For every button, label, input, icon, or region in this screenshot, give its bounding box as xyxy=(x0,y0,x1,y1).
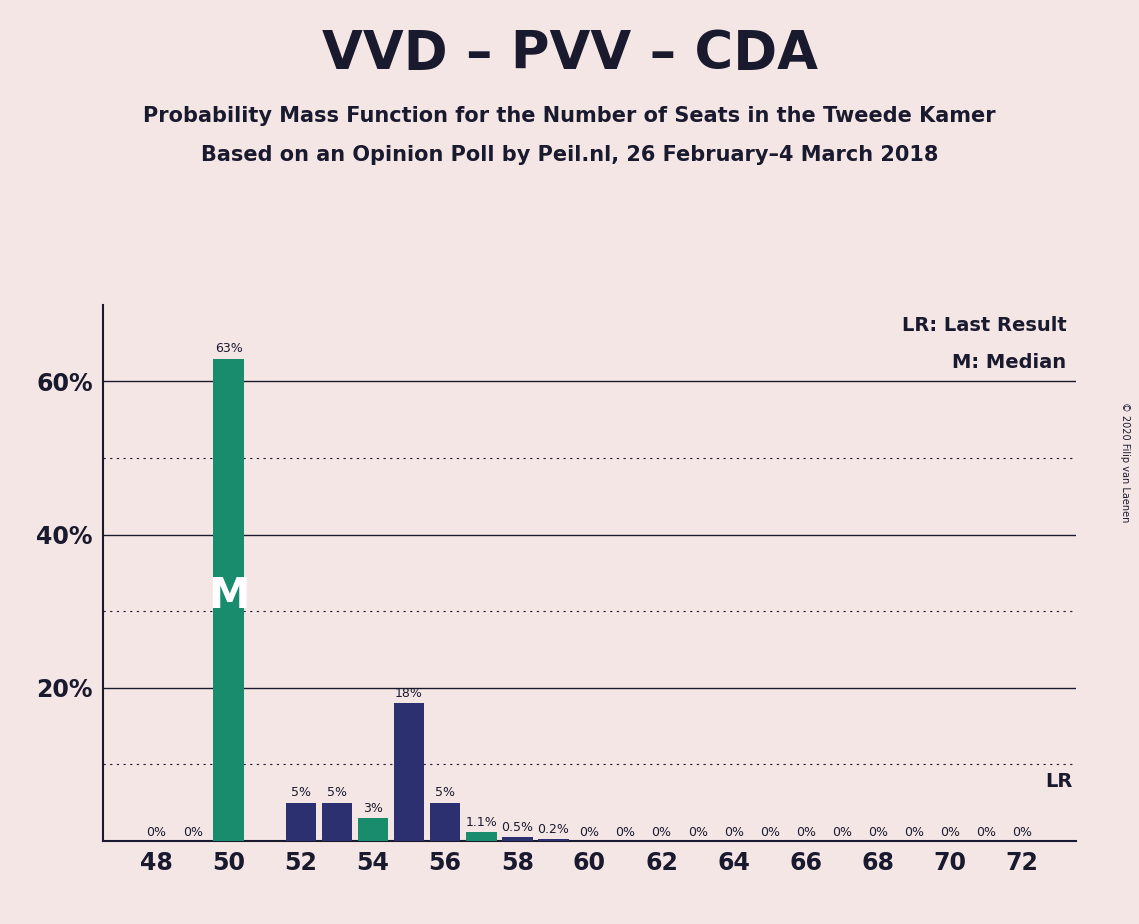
Bar xyxy=(429,803,460,841)
Text: © 2020 Filip van Laenen: © 2020 Filip van Laenen xyxy=(1120,402,1130,522)
Bar xyxy=(502,837,533,841)
Text: 0.2%: 0.2% xyxy=(538,823,570,836)
Text: 0.5%: 0.5% xyxy=(501,821,533,834)
Text: M: M xyxy=(208,575,249,617)
Text: 0%: 0% xyxy=(615,825,636,839)
Text: VVD – PVV – CDA: VVD – PVV – CDA xyxy=(321,28,818,79)
Text: 0%: 0% xyxy=(760,825,780,839)
Text: 0%: 0% xyxy=(688,825,707,839)
Text: 1.1%: 1.1% xyxy=(466,817,497,830)
Text: 0%: 0% xyxy=(976,825,997,839)
Text: 63%: 63% xyxy=(215,343,243,356)
Text: 0%: 0% xyxy=(831,825,852,839)
Bar xyxy=(538,839,568,841)
Bar xyxy=(358,818,388,841)
Text: 0%: 0% xyxy=(796,825,816,839)
Text: M: Median: M: Median xyxy=(952,353,1066,372)
Bar xyxy=(394,703,425,841)
Text: 5%: 5% xyxy=(435,786,456,799)
Text: 0%: 0% xyxy=(868,825,888,839)
Bar xyxy=(213,359,244,841)
Text: 0%: 0% xyxy=(1013,825,1032,839)
Text: LR: Last Result: LR: Last Result xyxy=(902,316,1066,334)
Text: 0%: 0% xyxy=(940,825,960,839)
Text: 0%: 0% xyxy=(580,825,599,839)
Text: Based on an Opinion Poll by Peil.nl, 26 February–4 March 2018: Based on an Opinion Poll by Peil.nl, 26 … xyxy=(200,145,939,165)
Text: LR: LR xyxy=(1046,772,1073,791)
Text: Probability Mass Function for the Number of Seats in the Tweede Kamer: Probability Mass Function for the Number… xyxy=(144,106,995,127)
Text: 0%: 0% xyxy=(723,825,744,839)
Text: 5%: 5% xyxy=(327,786,347,799)
Text: 0%: 0% xyxy=(652,825,672,839)
Text: 18%: 18% xyxy=(395,687,423,700)
Text: 0%: 0% xyxy=(904,825,924,839)
Bar xyxy=(466,833,497,841)
Text: 0%: 0% xyxy=(182,825,203,839)
Text: 0%: 0% xyxy=(147,825,166,839)
Text: 5%: 5% xyxy=(290,786,311,799)
Bar xyxy=(286,803,317,841)
Bar xyxy=(321,803,352,841)
Text: 3%: 3% xyxy=(363,802,383,815)
